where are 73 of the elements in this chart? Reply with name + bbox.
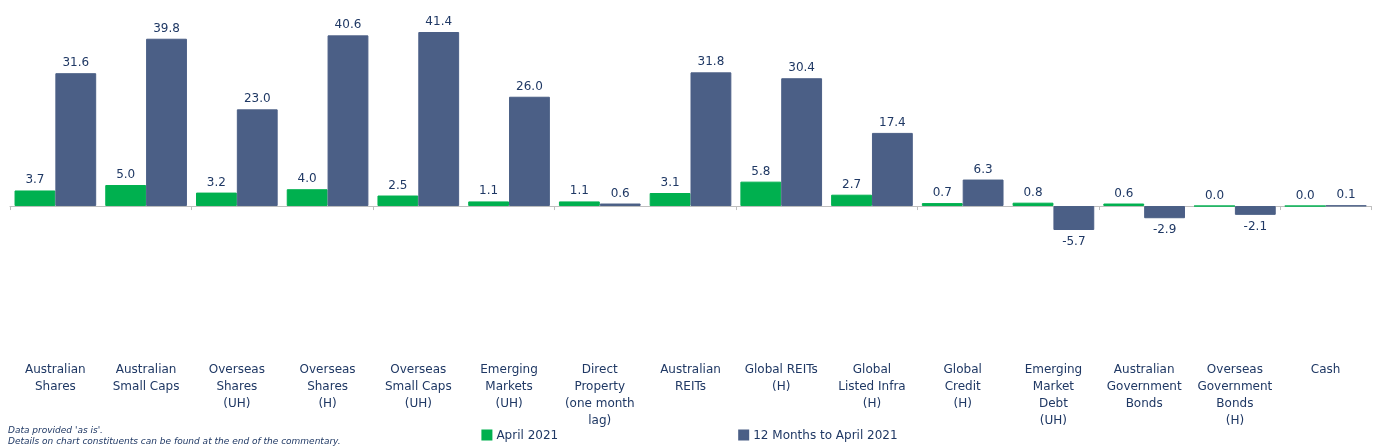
data-label: 3.2 [206, 174, 226, 189]
data-label: 1.1 [479, 183, 499, 198]
data-label: 41.4 [425, 14, 453, 28]
data-label: 0.8 [1023, 184, 1043, 199]
data-label: 31.8 [697, 54, 725, 69]
data-label: 40.6 [334, 17, 362, 32]
bar [740, 181, 782, 207]
data-label: 0.0 [1295, 187, 1315, 202]
text: Details on chart constituents can be found at the end of the commentary. [8, 435, 341, 446]
x-tick-label: Overseas Government Bonds (H) [1197, 361, 1273, 427]
text: Data provided 'as is'. [8, 424, 103, 435]
bar [286, 189, 328, 207]
bar [831, 194, 872, 207]
x-tick-label: Emerging Market Debt (UH) [1024, 361, 1083, 427]
data-label: 0.0 [1204, 187, 1225, 202]
data-label: 6.3 [973, 161, 993, 176]
x-tick-label: Overseas Shares (UH) [208, 361, 265, 410]
x-tick-label: Overseas Shares (H) [299, 361, 356, 410]
x-tick-label: Emerging Markets (UH) [480, 361, 538, 410]
bar [146, 38, 187, 207]
data-label: -2.9 [1152, 222, 1177, 237]
data-label: 3.7 [25, 172, 45, 187]
bar [781, 78, 823, 207]
x-tick-label: Australian Shares [25, 361, 86, 393]
data-label: -2.1 [1243, 218, 1268, 233]
bar [1144, 206, 1185, 219]
data-label: 0.6 [1114, 185, 1134, 200]
bar [418, 32, 460, 207]
data-label: -5.7 [1062, 234, 1086, 248]
data-label: 30.4 [788, 60, 816, 75]
bar [236, 109, 278, 207]
data-label: 4.0 [297, 171, 317, 186]
bar [871, 132, 913, 207]
legend-label: April 2021 [496, 428, 559, 442]
x-tick-label: Global REITs (H) [744, 361, 818, 393]
bar [1012, 202, 1054, 207]
data-label: 17.4 [879, 114, 906, 129]
data-label: 1.1 [569, 183, 589, 198]
x-tick-label: Global Credit (H) [943, 361, 982, 410]
bar [509, 96, 550, 207]
data-label: 2.5 [388, 177, 408, 192]
data-label: 0.6 [610, 185, 630, 200]
bar [1234, 206, 1276, 215]
bar [105, 185, 147, 207]
x-tick-label: Australian REITs [660, 361, 721, 393]
x-tick-label: Australian Government Bonds [1106, 361, 1182, 410]
data-label: 5.0 [116, 167, 136, 182]
bar [1053, 206, 1095, 230]
data-label: 0.1 [1336, 187, 1356, 202]
bar [377, 195, 419, 207]
data-label: 5.8 [751, 163, 771, 178]
data-label: 31.6 [62, 55, 90, 70]
data-label: 3.1 [660, 175, 680, 190]
data-label: 2.7 [842, 176, 862, 191]
x-tick-label: Australian Small Caps [112, 361, 180, 393]
bar [14, 190, 56, 207]
data-label: 0.7 [932, 185, 952, 200]
x-tick-label: Global Listed Infra (H) [838, 361, 906, 410]
bar [468, 201, 510, 207]
x-tick-label: Direct Property (one month lag) [564, 361, 635, 427]
bar [690, 72, 732, 207]
legend-label: 12 Months to April 2021 [753, 428, 898, 442]
bar [962, 179, 1004, 207]
bar [649, 193, 691, 207]
bar [196, 192, 237, 207]
x-tick-label: Cash [1310, 361, 1341, 376]
data-label: 23.0 [243, 91, 271, 106]
bar [327, 35, 369, 207]
data-label: 26.0 [516, 78, 543, 93]
bar [558, 201, 600, 207]
bar [55, 73, 97, 207]
x-tick-label: Overseas Small Caps (UH) [384, 361, 452, 410]
data-label: 39.8 [153, 20, 180, 35]
